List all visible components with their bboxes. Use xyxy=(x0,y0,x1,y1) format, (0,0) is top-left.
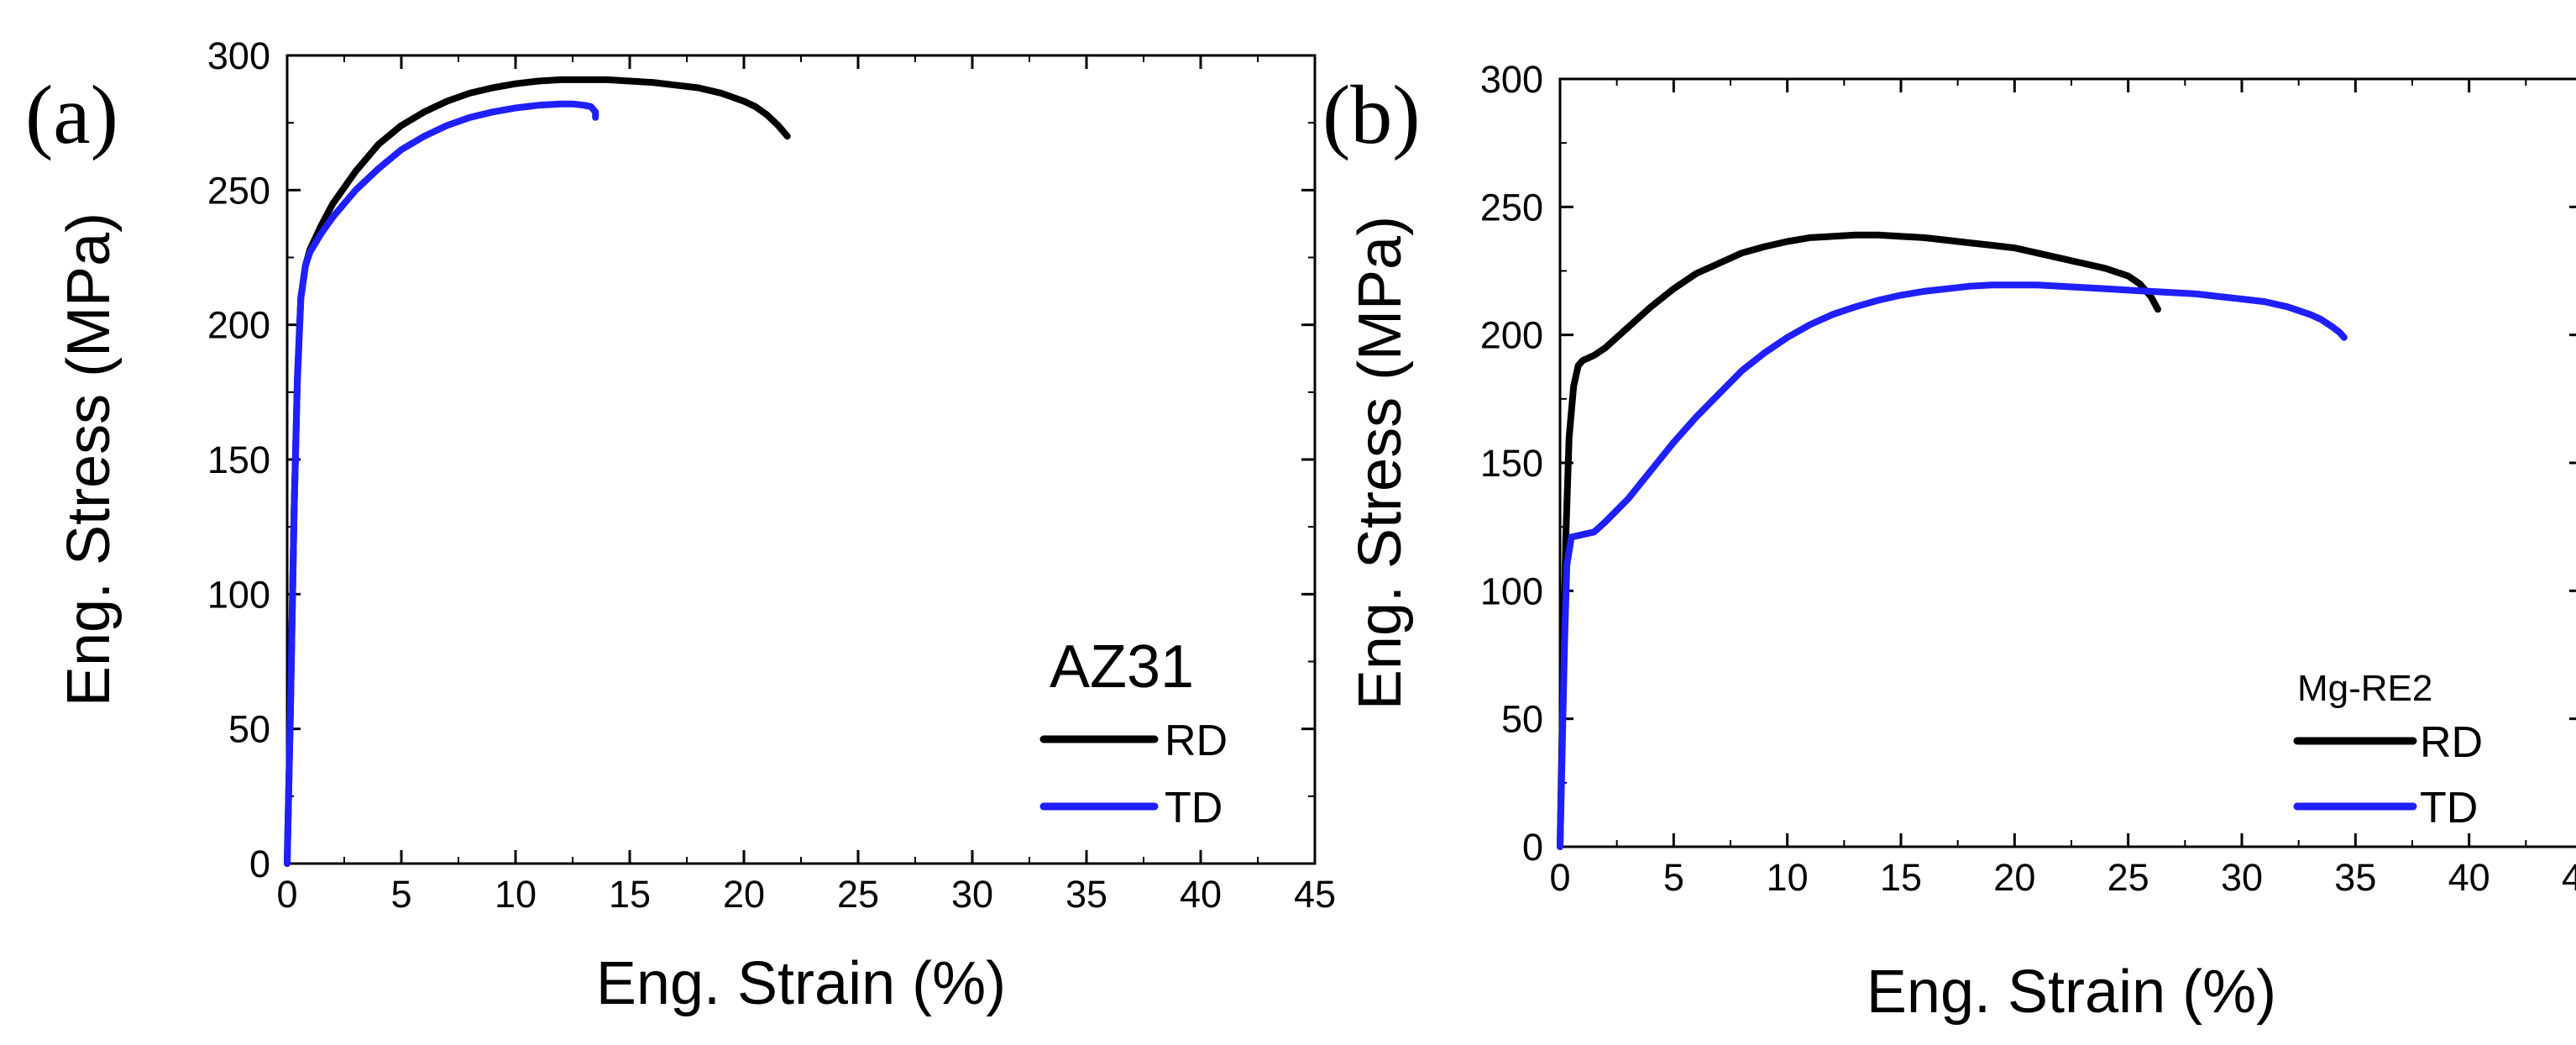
y-tick-label: 200 xyxy=(1480,314,1543,357)
y-tick-label: 150 xyxy=(1480,442,1543,485)
series-line-rd xyxy=(1557,231,2161,850)
series-line-td xyxy=(1557,281,2348,850)
x-tick-label: 5 xyxy=(390,873,411,916)
legend-title: Mg-RE2 xyxy=(2297,668,2432,709)
legend: AZ31 RD TD xyxy=(1039,633,1228,832)
y-tick-label: 0 xyxy=(1522,826,1543,869)
legend: Mg-RE2 RD TD xyxy=(2293,668,2483,832)
x-tick-label: 45 xyxy=(1294,873,1336,916)
y-tick-label: 250 xyxy=(207,169,270,212)
x-tick-label: 10 xyxy=(1767,856,1809,899)
legend-label-td: TD xyxy=(2420,784,2478,832)
x-tick-label: 15 xyxy=(609,873,651,916)
x-tick-label: 30 xyxy=(2221,856,2263,899)
panel-a: 0 5 10 15 20 25 30 35 40 45 0 50 100 150 200 250 300 Eng.… xyxy=(25,34,1336,1017)
x-tick-label: 0 xyxy=(1549,856,1570,899)
y-tick-label: 100 xyxy=(207,573,270,616)
y-tick-label: 250 xyxy=(1480,186,1543,228)
panel-label: (a) xyxy=(25,68,118,161)
legend-label-rd: RD xyxy=(2420,718,2483,767)
x-tick-label: 30 xyxy=(951,873,993,916)
series-line-rd xyxy=(284,76,791,867)
y-tick-label: 50 xyxy=(1501,698,1543,741)
y-axis-title: Eng. Stress (MPa) xyxy=(55,213,123,706)
x-tick-label: 25 xyxy=(837,873,879,916)
y-tick-label: 50 xyxy=(228,708,270,751)
x-tick-label: 40 xyxy=(1180,873,1222,916)
y-tick-label: 200 xyxy=(207,304,270,347)
y-tick-label: 100 xyxy=(1480,570,1543,612)
x-tick-label: 35 xyxy=(2334,856,2376,899)
x-tick-label: 45 xyxy=(2562,856,2576,899)
y-tick-label: 300 xyxy=(207,34,270,77)
x-tick-label: 25 xyxy=(2107,856,2149,899)
x-tick-label: 20 xyxy=(723,873,765,916)
y-tick-label: 300 xyxy=(1480,58,1543,101)
panel-b: 0 5 10 15 20 25 30 35 40 45 0 50 100 150 200 250 300 Eng.… xyxy=(1322,58,2576,1026)
x-tick-label: 20 xyxy=(1993,856,2035,899)
y-tick-label: 150 xyxy=(207,438,270,481)
x-tick-label: 10 xyxy=(495,873,537,916)
legend-label-td: TD xyxy=(1165,784,1223,832)
series-line-td xyxy=(284,100,599,867)
x-tick-label: 15 xyxy=(1880,856,1922,899)
y-axis-title: Eng. Stress (MPa) xyxy=(1347,216,1414,710)
x-tick-label: 40 xyxy=(2448,856,2490,899)
x-axis-title: Eng. Strain (%) xyxy=(596,950,1006,1017)
legend-label-rd: RD xyxy=(1165,717,1228,765)
y-tick-label: 0 xyxy=(249,843,270,885)
x-axis-title: Eng. Strain (%) xyxy=(1867,958,2276,1026)
legend-title: AZ31 xyxy=(1050,633,1194,701)
plot-frame xyxy=(285,54,1317,865)
x-tick-label: 0 xyxy=(276,873,297,916)
x-tick-label: 5 xyxy=(1663,856,1684,899)
panel-label: (b) xyxy=(1322,68,1421,161)
x-tick-label: 35 xyxy=(1065,873,1107,916)
